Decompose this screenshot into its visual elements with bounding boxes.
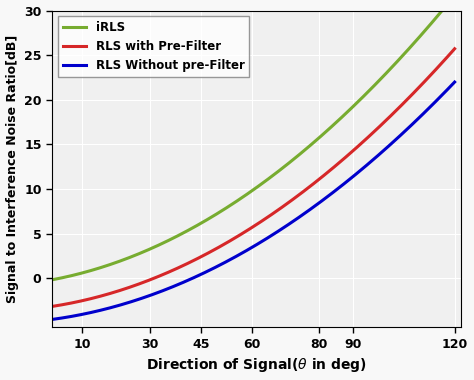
iRLS <box>442 5 448 10</box>
RLS with Pre-Filter <box>243 229 248 234</box>
iRLS <box>379 75 385 80</box>
RLS with Pre-Filter <box>289 198 294 203</box>
Line: RLS with Pre-Filter: RLS with Pre-Filter <box>52 49 455 306</box>
RLS Without pre-Filter <box>267 234 273 239</box>
iRLS <box>49 277 55 282</box>
RLS Without pre-Filter <box>452 80 457 84</box>
iRLS <box>289 158 294 163</box>
RLS with Pre-Filter <box>452 46 457 51</box>
iRLS <box>243 193 248 197</box>
RLS with Pre-Filter <box>267 214 273 218</box>
RLS Without pre-Filter <box>243 249 248 253</box>
Legend: iRLS, RLS with Pre-Filter, RLS Without pre-Filter: iRLS, RLS with Pre-Filter, RLS Without p… <box>58 16 249 77</box>
Line: RLS Without pre-Filter: RLS Without pre-Filter <box>52 82 455 320</box>
iRLS <box>267 176 273 180</box>
Y-axis label: Signal to Interference Noise Ratio[dB]: Signal to Interference Noise Ratio[dB] <box>6 35 18 303</box>
RLS Without pre-Filter <box>240 250 246 255</box>
RLS with Pre-Filter <box>442 57 448 62</box>
RLS Without pre-Filter <box>289 220 294 225</box>
iRLS <box>240 195 246 199</box>
RLS with Pre-Filter <box>379 122 385 127</box>
RLS Without pre-Filter <box>379 150 385 154</box>
RLS with Pre-Filter <box>49 304 55 309</box>
X-axis label: Direction of Signal($\theta$ in deg): Direction of Signal($\theta$ in deg) <box>146 356 367 374</box>
RLS Without pre-Filter <box>442 90 448 94</box>
RLS Without pre-Filter <box>49 317 55 322</box>
Line: iRLS: iRLS <box>52 0 455 280</box>
RLS with Pre-Filter <box>240 231 246 235</box>
